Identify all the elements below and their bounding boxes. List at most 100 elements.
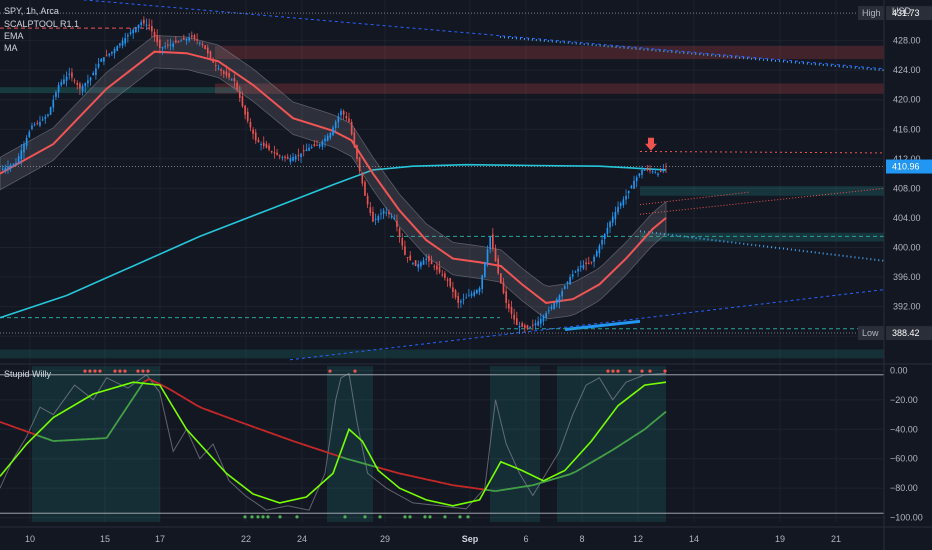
date-tick-10: 14 <box>689 534 699 544</box>
price-marker-bg-2 <box>886 326 932 341</box>
candle-body-57 <box>151 26 153 32</box>
candle-body-25 <box>65 76 68 81</box>
willy-slow-seg-120 <box>319 449 326 453</box>
date-tick-6: Sep <box>462 534 479 544</box>
willy-slow-seg-134 <box>356 460 363 464</box>
price-tick-4: 404.00 <box>893 213 921 223</box>
price-tick-2: 396.00 <box>893 272 921 282</box>
willy-slow-seg-188 <box>500 488 507 492</box>
candle-body-242 <box>643 169 646 171</box>
price-tick-8: 420.00 <box>893 95 921 105</box>
signal-dot-red-14 <box>616 369 620 373</box>
candle-body-188 <box>500 273 502 284</box>
candle-body-158 <box>420 262 422 267</box>
candle-body-156 <box>414 260 417 266</box>
candle-body-41 <box>108 53 111 56</box>
date-tick-11: 19 <box>775 534 785 544</box>
candle-body-204 <box>542 315 545 322</box>
upper-trendline-dotted <box>499 35 885 72</box>
willy-slow-seg-190 <box>506 487 512 491</box>
price-marker-bg-1 <box>886 159 932 174</box>
candle-body-70 <box>185 38 188 41</box>
candle-body-195 <box>518 325 521 328</box>
candle-body-179 <box>476 289 478 294</box>
signal-dot-green-7 <box>343 515 347 519</box>
willy-slow-seg-208 <box>553 476 560 480</box>
willy-slow-seg-132 <box>351 459 358 463</box>
candle-body-248 <box>659 170 662 172</box>
willy-slow-seg-56 <box>148 378 155 383</box>
price-marker-label-0: High <box>862 8 881 18</box>
candle-body-231 <box>614 211 617 220</box>
signal-dot-red-11 <box>353 369 357 373</box>
signal-dot-green-11 <box>408 515 412 519</box>
candle-body-162 <box>430 260 433 265</box>
osc-shade-0 <box>32 366 160 522</box>
willy-slow-seg-78 <box>207 409 214 413</box>
willy-slow-seg-200 <box>532 482 539 487</box>
candle-body-194 <box>515 318 518 326</box>
willy-slow-seg-90 <box>239 421 246 425</box>
willy-slow-seg-8 <box>21 428 27 433</box>
candle-body-170 <box>452 287 454 292</box>
arrow-down-icon <box>645 137 657 151</box>
candle-body-205 <box>545 313 547 319</box>
signal-dot-green-15 <box>458 515 462 519</box>
candle-body-92 <box>244 105 246 115</box>
willy-slow-seg-108 <box>287 438 294 442</box>
candle-body-65 <box>172 43 174 47</box>
candle-body-135 <box>358 157 361 172</box>
candle-body-74 <box>196 39 198 41</box>
trend-lines <box>0 0 885 361</box>
price-tick-5: 408.00 <box>893 183 921 193</box>
willy-slow-seg-198 <box>527 484 533 487</box>
candle-body-3 <box>7 166 9 170</box>
signal-dot-green-6 <box>295 515 299 519</box>
signal-dot-red-2 <box>93 369 97 373</box>
resistance-zone-0 <box>215 45 884 60</box>
willy-slow-seg-72 <box>191 401 198 407</box>
willy-slow-seg-234 <box>622 438 630 444</box>
candle-body-136 <box>361 172 364 184</box>
signal-dot-red-1 <box>88 369 92 373</box>
willy-slow-seg-116 <box>308 445 315 449</box>
price-tick-6: 412.00 <box>893 154 921 164</box>
indicator-label-scalptool: SCALPTOOL R1.1 <box>4 19 80 29</box>
willy-slow-seg-114 <box>303 443 310 448</box>
candle-body-89 <box>236 82 238 90</box>
candle-body-161 <box>428 255 430 262</box>
candle-body-67 <box>177 41 180 43</box>
willy-slow-seg-242 <box>644 424 651 430</box>
candle-body-172 <box>457 296 460 303</box>
willy-slow-seg-184 <box>490 489 496 492</box>
candle-body-154 <box>409 255 412 261</box>
candle-body-159 <box>422 260 425 265</box>
candle-body-155 <box>412 263 414 265</box>
candle-body-167 <box>444 273 446 278</box>
candle-body-209 <box>555 299 558 304</box>
date-tick-7: 6 <box>523 534 528 544</box>
candle-body-213 <box>566 281 569 284</box>
candle-body-247 <box>657 173 659 176</box>
willy-slow-seg-100 <box>266 430 273 435</box>
candle-body-73 <box>193 34 196 39</box>
support-zone-3 <box>640 232 884 242</box>
candle-body-171 <box>454 290 457 298</box>
candle-body-117 <box>310 146 313 148</box>
willy-slow-seg-82 <box>218 413 225 417</box>
willy-slow-seg-168 <box>447 483 454 487</box>
willy-slow-seg-236 <box>628 435 635 441</box>
candle-body-71 <box>188 37 190 41</box>
candle-body-56 <box>148 24 151 26</box>
candle-body-239 <box>635 177 638 182</box>
candle-body-181 <box>481 275 484 290</box>
candle-body-246 <box>654 172 657 174</box>
candle-body-214 <box>569 277 571 285</box>
signal-dot-red-7 <box>136 369 140 373</box>
candle-body-38 <box>100 59 103 62</box>
candle-body-8 <box>20 150 23 160</box>
candle-body-121 <box>321 141 324 147</box>
candle-body-218 <box>579 265 582 268</box>
willy-slow-seg-192 <box>511 486 517 490</box>
ema-band <box>0 35 667 320</box>
